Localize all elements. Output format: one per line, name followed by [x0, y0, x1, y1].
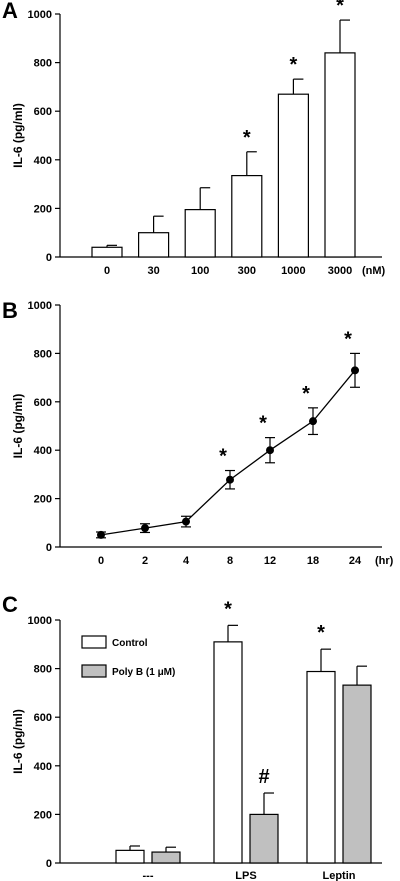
panel-c-significance-mark: #	[258, 766, 269, 788]
panel-a-bar	[91, 246, 123, 258]
panel-b-significance-mark: *	[259, 413, 267, 435]
panel-a-bar	[138, 232, 170, 258]
panel-c-y-tick-label: 800	[34, 664, 52, 676]
panel-a-x-tick-label: 0	[104, 265, 110, 277]
panel-a-x-unit-label: (nM)	[362, 265, 386, 277]
panel-b-x-tick-label: 2	[142, 555, 148, 567]
panel-c-legend-swatch	[81, 664, 107, 678]
panel-b-x-tick-label: 24	[349, 555, 362, 567]
panel-a-y-tick-label: 1000	[28, 9, 52, 21]
panel-c-chart: C 0 200 400 600 800 1000 IL-6 (pg/ml) --- * # LPS *…	[2, 592, 382, 881]
panel-a-y-tick-label: 600	[34, 106, 52, 118]
panel-a-x-tick-label: 300	[238, 265, 256, 277]
panel-c-legend-swatch	[81, 635, 107, 649]
panel-b-x-tick-label: 12	[264, 555, 276, 567]
panel-a-y-axis-title: IL-6 (pg/ml)	[11, 103, 25, 168]
panel-b-data-point	[226, 475, 234, 484]
panel-b-y-tick-label: 200	[34, 494, 52, 506]
panel-c-legend-label: Control	[112, 638, 148, 649]
panel-b-data-point	[266, 446, 274, 455]
panel-a-x-tick-label: 100	[191, 265, 209, 277]
panel-b-significance-mark: *	[344, 328, 352, 350]
panel-a-label: A	[2, 0, 18, 23]
panel-b-series-line	[100, 369, 356, 536]
panel-c-bar	[213, 641, 243, 864]
panel-c-bar	[249, 813, 279, 864]
panel-c-y-tick-label: 400	[34, 761, 52, 773]
panel-b-data-point	[97, 530, 105, 539]
panel-a-y-tick-label: 400	[34, 155, 52, 167]
panel-c-x-tick-label: ---	[143, 870, 154, 881]
panel-b-y-tick-label: 600	[34, 397, 52, 409]
panel-b-significance-mark: *	[302, 383, 310, 405]
panel-c-label: C	[2, 592, 18, 617]
panel-b-x-tick-label: 0	[98, 555, 104, 567]
panel-a-y-tick-label: 800	[34, 58, 52, 70]
panel-a-y-tick-label: 200	[34, 203, 52, 215]
panel-c-bar	[306, 670, 336, 864]
panel-a-y-tick-label: 0	[46, 252, 52, 264]
panel-a-chart: A 0 200 400 600 800 1000 IL-6 (pg/ml) 0 30 100 300…	[2, 0, 386, 277]
panel-b-y-tick-label: 1000	[28, 300, 52, 312]
panel-b-x-tick-label: 18	[307, 555, 319, 567]
panel-c-significance-mark: *	[224, 598, 232, 620]
panel-a-bar	[184, 209, 216, 258]
panel-a-significance-mark: *	[243, 127, 251, 149]
panel-a-bar	[231, 174, 263, 258]
panel-c-y-tick-label: 200	[34, 809, 52, 821]
panel-b-data-point	[141, 524, 149, 533]
panel-a-significance-mark: *	[336, 0, 344, 17]
panel-a-x-tick-label: 3000	[328, 265, 352, 277]
panel-c-y-tick-label: 1000	[28, 615, 52, 627]
panel-c-legend-label: Poly B (1 μM)	[112, 667, 175, 678]
panel-b-label: B	[2, 298, 18, 323]
panel-c-bar	[115, 849, 145, 864]
panel-b-y-axis-title: IL-6 (pg/ml)	[11, 394, 25, 459]
panel-a-bar	[277, 93, 309, 258]
panel-b-x-tick-label: 4	[183, 555, 190, 567]
panel-c-y-tick-label: 0	[46, 858, 52, 870]
panel-b-y-tick-label: 0	[46, 542, 52, 554]
panel-b-x-tick-label: 8	[227, 555, 233, 567]
panel-b-data-point	[182, 517, 190, 526]
panel-b-significance-mark: *	[219, 446, 227, 468]
panel-a-bar	[324, 52, 356, 258]
panel-c-y-tick-label: 600	[34, 712, 52, 724]
panel-b-data-point	[351, 366, 359, 375]
panel-b-y-tick-label: 800	[34, 348, 52, 360]
panel-b-x-unit-label: (hr)	[375, 555, 394, 567]
panel-b-data-point	[309, 417, 317, 426]
panel-a-significance-mark: *	[290, 54, 298, 76]
panel-a-x-tick-label: 30	[147, 265, 159, 277]
panel-c-x-tick-label: LPS	[235, 870, 256, 881]
panel-c-significance-mark: *	[317, 622, 325, 644]
panel-c-y-axis-title: IL-6 (pg/ml)	[11, 709, 25, 774]
panel-b-y-tick-label: 400	[34, 445, 52, 457]
panel-c-x-tick-label: Leptin	[323, 870, 356, 881]
panel-c-bar	[342, 684, 372, 864]
panel-c-bar	[151, 851, 181, 864]
panel-a-x-tick-label: 1000	[281, 265, 305, 277]
